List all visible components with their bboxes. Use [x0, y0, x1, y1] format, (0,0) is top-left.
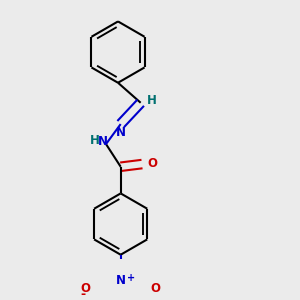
Text: H: H	[147, 94, 157, 106]
Text: N: N	[116, 274, 126, 287]
Text: O: O	[147, 157, 157, 170]
Text: H: H	[90, 134, 100, 147]
Text: -: -	[81, 288, 86, 300]
Text: N: N	[116, 126, 126, 139]
Text: O: O	[81, 282, 91, 295]
Text: N: N	[98, 135, 108, 148]
Text: O: O	[151, 282, 160, 295]
Text: +: +	[127, 273, 135, 283]
